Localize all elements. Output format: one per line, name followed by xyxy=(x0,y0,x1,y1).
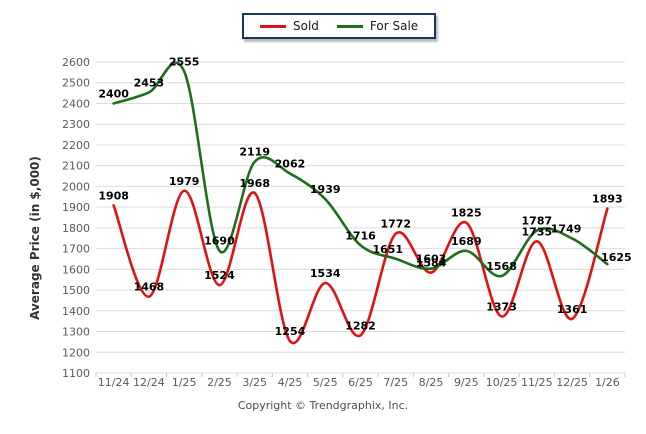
x-tick-label: 11/25 xyxy=(521,376,553,389)
for-sale-data-label: 1603 xyxy=(416,253,447,266)
y-tick-label: 1700 xyxy=(62,243,90,256)
sold-data-label: 1361 xyxy=(557,303,588,316)
sold-data-label: 1524 xyxy=(204,269,235,282)
for-sale-data-label: 2453 xyxy=(134,76,165,89)
sold-line-swatch xyxy=(260,24,286,28)
copyright-text: Copyright © Trendgraphix, Inc. xyxy=(237,399,409,412)
legend-label-sold: Sold xyxy=(293,19,319,33)
sold-data-label: 1282 xyxy=(345,319,376,332)
for-sale-data-label: 2119 xyxy=(239,146,270,159)
sold-data-label: 1908 xyxy=(98,189,129,202)
sold-data-label: 1534 xyxy=(310,267,341,280)
for-sale-data-label: 1651 xyxy=(372,243,403,256)
x-tick-label: 2/25 xyxy=(207,376,232,389)
for-sale-line-swatch xyxy=(336,24,363,28)
x-tick-label: 12/24 xyxy=(133,376,165,389)
x-tick-label: 10/25 xyxy=(486,376,518,389)
for-sale-data-label: 1625 xyxy=(601,251,632,264)
chart-legend: Sold For Sale xyxy=(242,13,437,39)
for-sale-data-label: 1939 xyxy=(310,183,341,196)
y-tick-label: 2200 xyxy=(62,139,90,152)
y-tick-label: 2500 xyxy=(62,77,90,90)
for-sale-data-label: 1568 xyxy=(486,260,517,273)
legend-label-for-sale: For Sale xyxy=(369,19,419,33)
for-sale-data-label: 1787 xyxy=(522,215,553,228)
y-tick-label: 1400 xyxy=(62,305,90,318)
x-tick-label: 1/25 xyxy=(172,376,197,389)
sold-data-label: 1735 xyxy=(522,225,553,238)
x-tick-label: 7/25 xyxy=(383,376,408,389)
y-tick-label: 1500 xyxy=(62,284,90,297)
y-tick-label: 2600 xyxy=(62,56,90,69)
for-sale-curve xyxy=(112,61,609,278)
for-sale-data-label: 1689 xyxy=(451,235,482,248)
y-tick-label: 2400 xyxy=(62,97,90,110)
x-tick-label: 9/25 xyxy=(454,376,479,389)
sold-data-label: 1968 xyxy=(239,177,270,190)
sold-curve xyxy=(112,189,609,345)
for-sale-data-label: 2400 xyxy=(98,87,129,100)
y-tick-label: 1900 xyxy=(62,201,90,214)
y-tick-label: 1200 xyxy=(62,346,90,359)
y-tick-label: 2000 xyxy=(62,180,90,193)
y-tick-label: 1300 xyxy=(62,326,90,339)
sold-data-label: 1772 xyxy=(380,218,411,231)
sold-data-label: 1979 xyxy=(169,175,200,188)
x-tick-label: 5/25 xyxy=(313,376,338,389)
x-tick-label: 3/25 xyxy=(242,376,267,389)
y-tick-label: 1100 xyxy=(62,367,90,380)
for-sale-data-label: 1749 xyxy=(551,222,582,235)
for-sale-data-label: 1716 xyxy=(345,229,376,242)
x-tick-label: 4/25 xyxy=(278,376,303,389)
sold-data-label: 1254 xyxy=(275,325,306,338)
y-tick-label: 2100 xyxy=(62,160,90,173)
x-tick-label: 8/25 xyxy=(419,376,444,389)
for-sale-data-label: 2062 xyxy=(275,158,306,171)
y-tick-label: 1800 xyxy=(62,222,90,235)
x-tick-label: 11/24 xyxy=(98,376,130,389)
x-tick-label: 1/26 xyxy=(595,376,620,389)
x-tick-label: 12/25 xyxy=(556,376,588,389)
y-tick-label: 2300 xyxy=(62,118,90,131)
sold-data-label: 1373 xyxy=(486,300,517,313)
y-tick-label: 1600 xyxy=(62,263,90,276)
for-sale-data-label: 1690 xyxy=(204,235,235,248)
for-sale-data-label: 2555 xyxy=(169,55,200,68)
sold-data-label: 1893 xyxy=(592,193,623,206)
sold-data-label: 1468 xyxy=(134,281,165,294)
legend-item-for-sale: For Sale xyxy=(336,19,419,33)
sold-data-label: 1584 xyxy=(416,257,447,270)
x-tick-label: 6/25 xyxy=(348,376,373,389)
legend-item-sold: Sold xyxy=(260,19,319,33)
sold-data-label: 1825 xyxy=(451,207,482,220)
